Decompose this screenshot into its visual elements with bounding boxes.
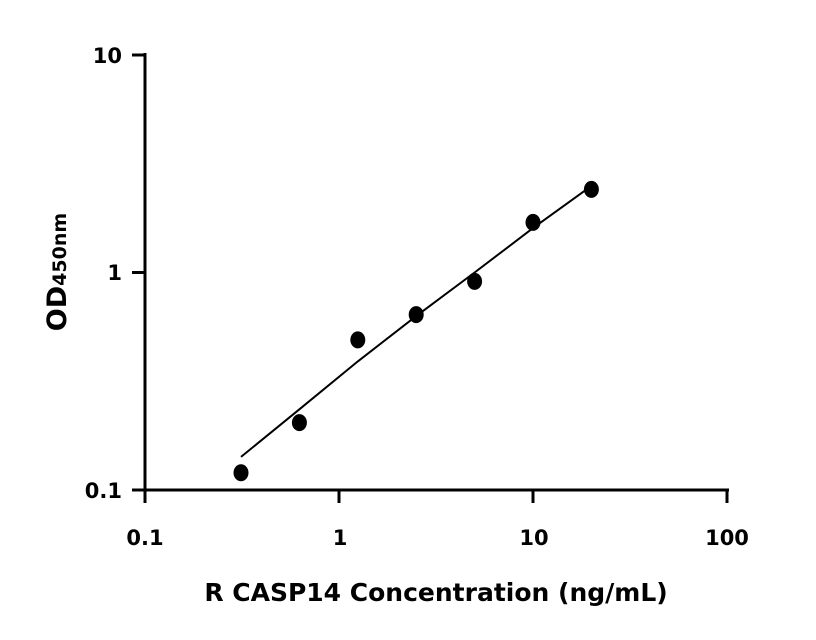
x-tick-label: 100 [705,526,749,550]
data-marks [233,180,599,482]
data-point [408,306,424,324]
axes [132,53,729,503]
data-point [350,331,366,349]
data-point [233,464,249,482]
x-tick-label: 10 [519,526,548,550]
y-axis-label-subscript: 450nm [49,213,71,286]
y-tick-label: 10 [93,44,122,68]
y-axis-label: OD450nm [42,213,73,331]
data-point [583,180,599,198]
tick-labels: 0.1 1 10 100 0.1 1 10 [85,44,749,550]
data-point [291,414,307,432]
x-tick-label: 1 [333,526,348,550]
data-point [525,213,541,231]
y-tick-label: 0.1 [85,479,122,503]
y-axis-label-main: OD [42,286,73,331]
x-axis-label: R CASP14 Concentration (ng/mL) [204,578,667,607]
data-point [467,272,483,290]
x-tick-label: 0.1 [126,526,163,550]
y-tick-label: 1 [107,261,122,285]
